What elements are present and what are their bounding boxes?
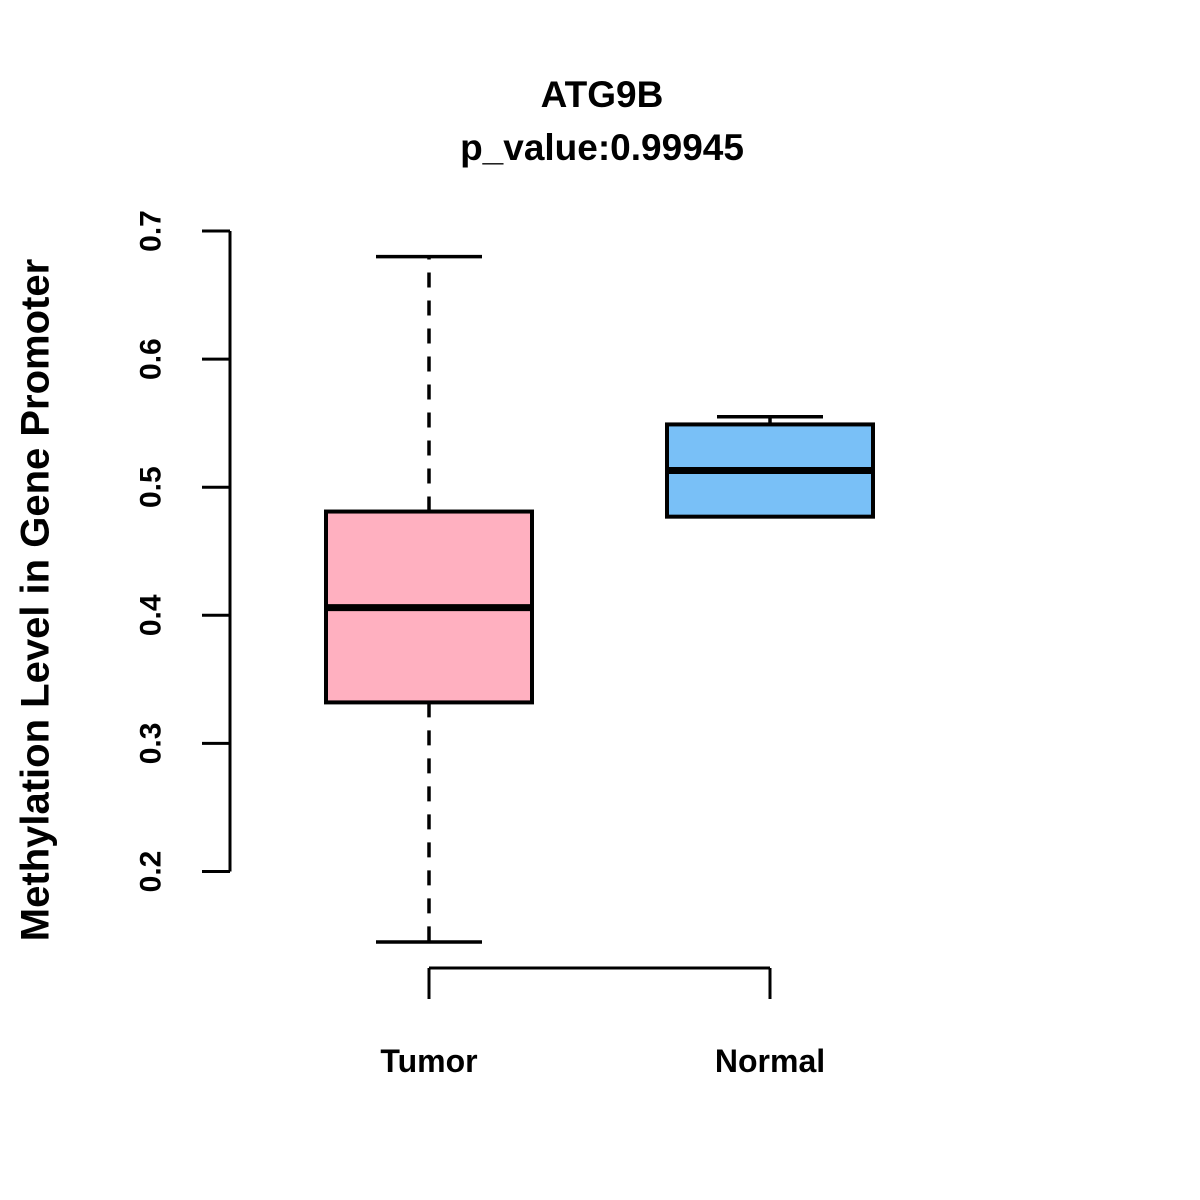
- x-category-label-tumor: Tumor: [380, 1043, 477, 1079]
- chart-subtitle: p_value:0.99945: [460, 127, 744, 169]
- title-block: ATG9B p_value:0.99945: [102, 72, 1102, 172]
- x-category-label-normal: Normal: [715, 1043, 825, 1079]
- y-tick-label: 0.6: [135, 338, 168, 380]
- y-tick-label: 0.3: [135, 723, 168, 765]
- y-tick-label: 0.2: [135, 851, 168, 893]
- y-tick-label: 0.4: [135, 594, 168, 636]
- chart-title: ATG9B: [540, 74, 664, 115]
- y-tick-label: 0.7: [135, 210, 168, 252]
- y-tick-label: 0.5: [135, 466, 168, 508]
